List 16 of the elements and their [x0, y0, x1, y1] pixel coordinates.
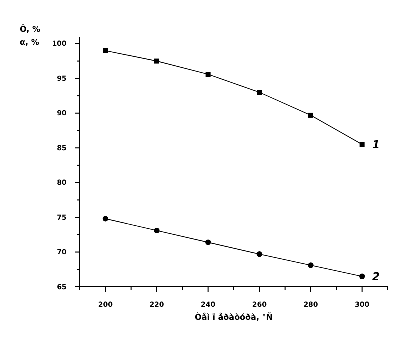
point — [154, 58, 160, 64]
point — [257, 90, 262, 96]
series-label: 2 — [372, 270, 380, 284]
point — [256, 252, 262, 258]
point — [103, 48, 108, 54]
point — [360, 142, 365, 148]
point — [206, 240, 212, 246]
series-label: 1 — [372, 138, 380, 152]
point — [154, 228, 160, 234]
point — [102, 216, 108, 222]
point — [308, 262, 314, 268]
y-axis-title: Ô, % α, % — [20, 24, 40, 47]
point — [360, 274, 366, 280]
x-axis-title: Òåì ï åðàòóðà, °Ñ — [195, 312, 273, 322]
point — [206, 72, 211, 77]
point — [308, 112, 314, 118]
